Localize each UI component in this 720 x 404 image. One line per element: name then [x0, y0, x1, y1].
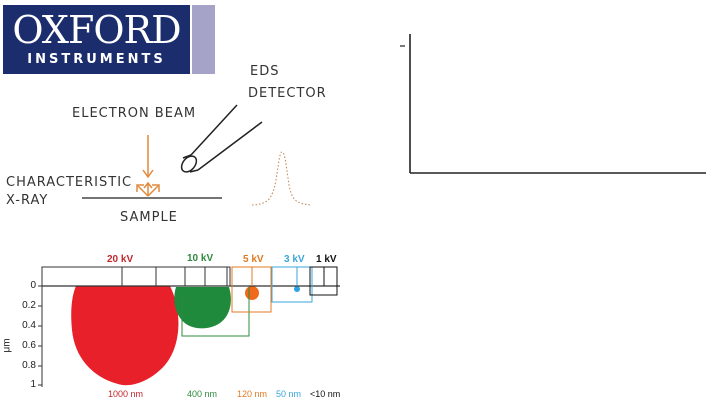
- voltage-label-10kv: 10 kV: [187, 253, 214, 264]
- y-tick-0: 0: [30, 280, 36, 291]
- depth-label-20kv: 1000 nm: [108, 389, 144, 399]
- detector-label: DETECTOR: [248, 86, 327, 101]
- logo-wordmark: OXFORD: [12, 8, 181, 52]
- electron-beam-label: ELECTRON BEAM: [72, 106, 197, 121]
- voltage-label-20kv: 20 kV: [107, 254, 134, 265]
- y-tick-0-4: 0.4: [22, 320, 36, 331]
- interaction-volume-3kv: [294, 286, 300, 292]
- interaction-volume-20kv: [71, 286, 179, 386]
- y-tick-0-6: 0.6: [22, 340, 36, 351]
- x-ray-arrows: [136, 181, 160, 197]
- x-ray-label: X-RAY: [6, 193, 49, 208]
- y-tick-0-2: 0.2: [22, 300, 36, 311]
- logo-stripe: [192, 5, 215, 74]
- electron-beam-arrow: [142, 135, 154, 179]
- depth-label-5kv: 120 nm: [237, 389, 268, 399]
- interaction-volume-5kv: [245, 286, 259, 300]
- box-10kv: [184, 266, 231, 287]
- voltage-label-3kv: 3 kV: [284, 254, 305, 265]
- voltage-label-5kv: 5 kV: [243, 254, 264, 265]
- depth-label-1kv: <10 nm: [310, 389, 341, 399]
- depth-label-10kv: 400 nm: [187, 389, 218, 399]
- spectrum-peak: [251, 151, 313, 206]
- voltage-label-1kv: 1 kV: [316, 254, 337, 265]
- eds-label: EDS: [250, 64, 280, 79]
- interaction-volume-10kv: [174, 287, 231, 329]
- oxford-instruments-logo: OXFORD INSTRUMENTS: [3, 5, 190, 74]
- y-tick-0-8: 0.8: [22, 360, 36, 371]
- spectrum-axes: [400, 34, 706, 174]
- penetration-chart: [38, 266, 340, 387]
- eds-detector-probe: [180, 104, 263, 173]
- box-3kv: [271, 266, 313, 303]
- box-20kv: [41, 266, 228, 287]
- logo-subtitle: INSTRUMENTS: [27, 52, 166, 67]
- characteristic-label: CHARACTERISTIC: [6, 175, 133, 190]
- sample-label: SAMPLE: [120, 210, 178, 225]
- depth-label-3kv: 50 nm: [276, 389, 302, 399]
- y-tick-1: 1: [30, 379, 36, 390]
